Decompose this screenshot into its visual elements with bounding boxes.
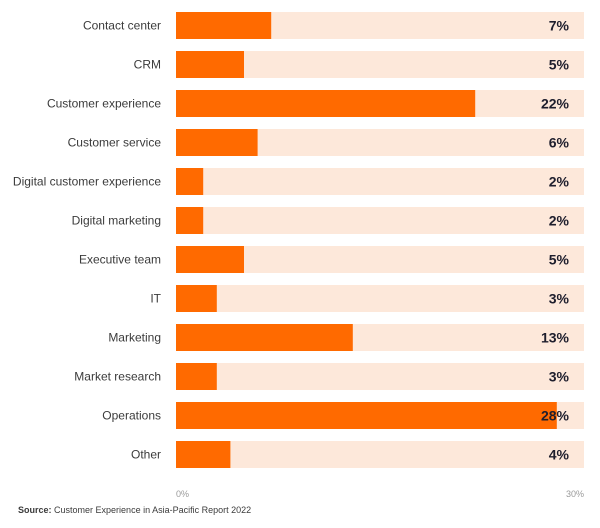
bar — [176, 246, 244, 273]
bar — [176, 207, 204, 234]
category-label: Contact center — [83, 19, 161, 33]
source-label: Source: — [18, 505, 52, 515]
bar-track — [176, 441, 584, 468]
bar — [176, 324, 353, 351]
bar-track — [176, 285, 584, 312]
bar-row: Operations 28% — [102, 402, 584, 429]
bar-row: Customer service 6% — [68, 129, 584, 156]
bar-track — [176, 207, 584, 234]
bar-track — [176, 363, 584, 390]
category-label: Other — [131, 448, 161, 462]
bar-row: IT 3% — [150, 285, 584, 312]
bar-row: Marketing 13% — [108, 324, 584, 351]
bar-row: Customer experience 22% — [47, 90, 584, 117]
value-label: 3% — [549, 291, 570, 307]
category-label: Customer service — [68, 136, 162, 150]
category-label: Executive team — [79, 253, 161, 267]
value-label: 28% — [541, 408, 570, 424]
bar — [176, 168, 204, 195]
value-label: 13% — [541, 330, 570, 346]
category-label: IT — [150, 292, 161, 306]
value-label: 5% — [549, 57, 570, 73]
bar — [176, 285, 217, 312]
category-label: Marketing — [108, 331, 161, 345]
category-label: Digital customer experience — [13, 175, 161, 189]
value-label: 22% — [541, 96, 570, 112]
bar-row: Market research 3% — [74, 363, 584, 390]
bar — [176, 441, 231, 468]
bar-row: Digital marketing 2% — [72, 207, 584, 234]
value-label: 3% — [549, 369, 570, 385]
category-label: Customer experience — [47, 97, 161, 111]
category-label: CRM — [134, 58, 161, 72]
bar-row: Other 4% — [131, 441, 584, 468]
value-label: 6% — [549, 135, 570, 151]
bar-row: Executive team 5% — [79, 246, 584, 273]
bar — [176, 129, 258, 156]
source-note: Source: Customer Experience in Asia-Paci… — [18, 505, 251, 515]
value-label: 5% — [549, 252, 570, 268]
bar-row: Digital customer experience 2% — [13, 168, 584, 195]
value-label: 2% — [549, 213, 570, 229]
bar — [176, 402, 557, 429]
x-tick-label: 30% — [566, 489, 584, 499]
bar-chart: Contact center 7% CRM 5% Customer experience… — [13, 12, 584, 499]
source-text: Customer Experience in Asia-Pacific Repo… — [54, 505, 252, 515]
category-label: Digital marketing — [72, 214, 161, 228]
bar-track — [176, 168, 584, 195]
value-label: 2% — [549, 174, 570, 190]
bar-row: Contact center 7% — [83, 12, 584, 39]
bar — [176, 90, 476, 117]
value-label: 4% — [549, 447, 570, 463]
bar-row: CRM 5% — [134, 51, 584, 78]
bar — [176, 363, 217, 390]
x-tick-label: 0% — [176, 489, 189, 499]
category-label: Operations — [102, 409, 161, 423]
bar — [176, 51, 244, 78]
value-label: 7% — [549, 18, 570, 34]
bar — [176, 12, 272, 39]
category-label: Market research — [74, 370, 161, 384]
